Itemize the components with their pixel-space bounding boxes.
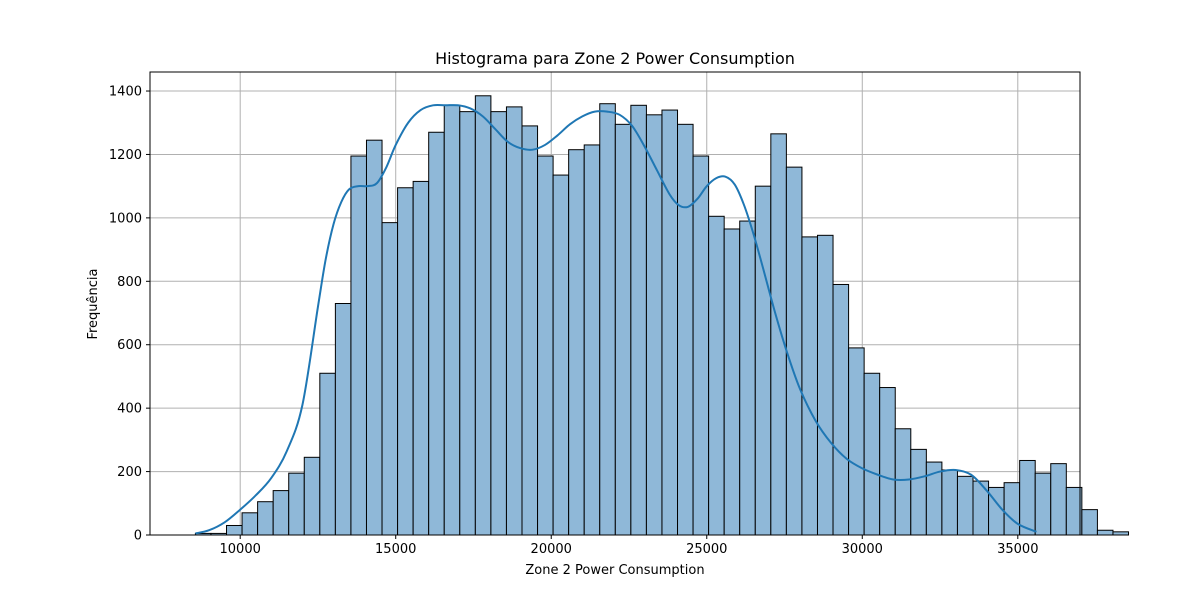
y-tick-label: 800 bbox=[117, 275, 142, 290]
histogram-bar bbox=[397, 187, 414, 536]
histogram-bar bbox=[941, 469, 958, 536]
y-tick-label: 0 bbox=[134, 529, 142, 544]
histogram-bar bbox=[1112, 531, 1130, 536]
histogram-bar bbox=[412, 180, 430, 536]
histogram-bar bbox=[583, 144, 601, 536]
histogram-bar bbox=[645, 114, 663, 536]
histogram-bar bbox=[599, 103, 616, 536]
x-axis-label: Zone 2 Power Consumption bbox=[525, 563, 704, 578]
histogram-bar bbox=[1081, 509, 1098, 536]
histogram-bar bbox=[319, 372, 336, 536]
histogram-bar bbox=[661, 109, 679, 536]
histogram-bar bbox=[894, 428, 912, 536]
histogram-bar bbox=[272, 490, 290, 536]
histogram-bar bbox=[350, 155, 367, 536]
histogram-bar bbox=[1096, 529, 1114, 536]
histogram-bar bbox=[1050, 463, 1067, 536]
histogram-bar bbox=[910, 448, 927, 536]
histogram-bar bbox=[303, 456, 321, 536]
histogram-bar bbox=[490, 111, 507, 536]
histogram-bar bbox=[614, 123, 632, 536]
histogram-bar bbox=[863, 372, 881, 536]
histogram-bar bbox=[785, 166, 803, 536]
y-tick-label: 200 bbox=[117, 465, 142, 480]
histogram-bar bbox=[568, 149, 585, 536]
histogram-bar bbox=[365, 139, 383, 536]
histogram-bar bbox=[770, 133, 787, 536]
kde-curve bbox=[195, 103, 1037, 535]
histogram-bar bbox=[521, 125, 539, 536]
histogram-bar bbox=[708, 215, 725, 536]
y-ticks: 0 200 400 600 800 1000 1200 1400 bbox=[109, 85, 150, 544]
histogram-bar bbox=[832, 283, 850, 536]
histogram-bar bbox=[1019, 459, 1036, 536]
histogram-bar bbox=[428, 131, 445, 536]
histogram-bar bbox=[241, 512, 259, 536]
y-tick-label: 1000 bbox=[109, 211, 142, 226]
histogram-bar bbox=[505, 106, 523, 536]
x-tick-label: 20000 bbox=[531, 542, 572, 557]
bars-layer bbox=[194, 95, 1130, 536]
y-tick-label: 1400 bbox=[109, 85, 142, 100]
histogram-bar bbox=[848, 347, 865, 536]
histogram-bar bbox=[816, 234, 834, 536]
histogram-bar bbox=[1034, 472, 1052, 536]
histogram-bar bbox=[459, 111, 476, 536]
histogram-bar bbox=[537, 155, 554, 536]
y-tick-label: 400 bbox=[117, 402, 142, 417]
histogram-bar bbox=[1003, 482, 1021, 536]
x-tick-label: 15000 bbox=[375, 542, 416, 557]
histogram-bar bbox=[956, 475, 974, 536]
histogram-bar bbox=[754, 185, 772, 536]
histogram-bar bbox=[677, 123, 694, 536]
x-tick-label: 35000 bbox=[997, 542, 1038, 557]
histogram-bar bbox=[801, 236, 818, 536]
x-tick-label: 30000 bbox=[842, 542, 883, 557]
x-tick-label: 25000 bbox=[686, 542, 727, 557]
kde-layer bbox=[195, 103, 1037, 535]
histogram-bar bbox=[257, 501, 274, 536]
histogram-bar bbox=[443, 104, 461, 536]
chart-title: Histograma para Zone 2 Power Consumption bbox=[435, 49, 795, 68]
histogram-bar bbox=[226, 524, 243, 536]
histogram-bar bbox=[334, 303, 352, 536]
y-axis-label: Frequência bbox=[86, 268, 101, 339]
histogram-bar bbox=[879, 387, 896, 536]
histogram-bar bbox=[630, 104, 647, 536]
x-tick-label: 10000 bbox=[220, 542, 261, 557]
histogram-bar bbox=[381, 222, 399, 536]
histogram-bar bbox=[739, 220, 756, 536]
y-tick-label: 1200 bbox=[109, 148, 142, 163]
x-ticks: 10000 15000 20000 25000 30000 35000 bbox=[220, 535, 1038, 557]
histogram-bar bbox=[552, 174, 570, 536]
histogram-bar bbox=[692, 155, 710, 536]
histogram-bar bbox=[474, 95, 492, 536]
histogram-bar bbox=[288, 472, 305, 536]
plot-frame bbox=[149, 71, 1081, 536]
histogram-bar bbox=[723, 228, 741, 536]
y-tick-label: 600 bbox=[117, 338, 142, 353]
